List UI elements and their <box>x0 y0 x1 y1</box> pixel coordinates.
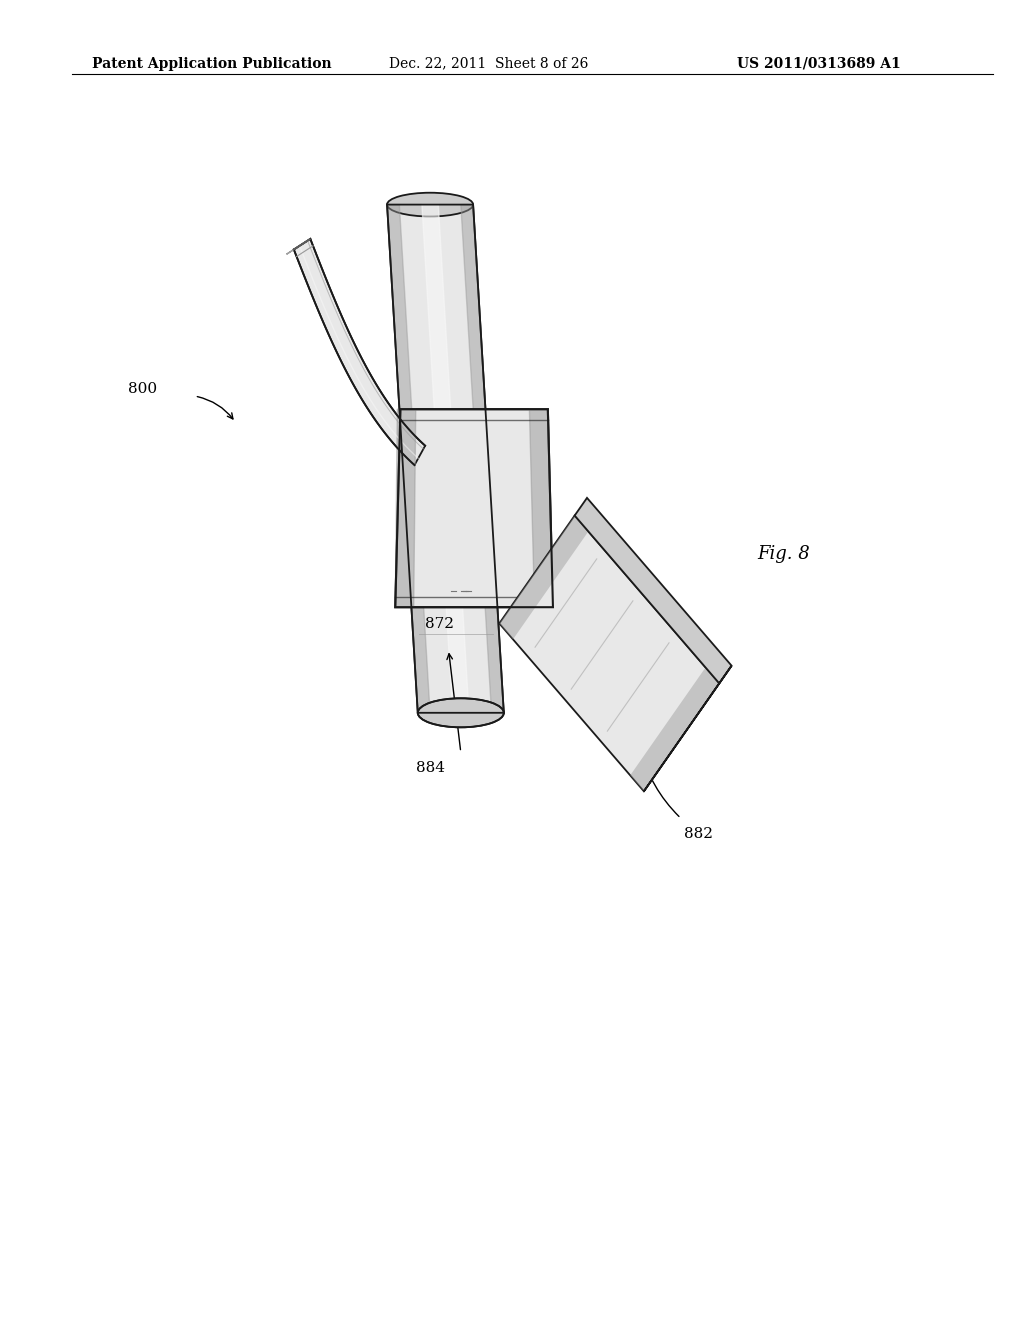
Polygon shape <box>287 239 310 255</box>
Polygon shape <box>461 205 504 713</box>
Polygon shape <box>529 409 553 607</box>
Polygon shape <box>395 409 416 607</box>
Polygon shape <box>395 409 553 607</box>
Polygon shape <box>644 665 731 791</box>
Text: Dec. 22, 2011  Sheet 8 of 26: Dec. 22, 2011 Sheet 8 of 26 <box>389 57 589 71</box>
Polygon shape <box>387 205 504 713</box>
Polygon shape <box>294 239 425 465</box>
Polygon shape <box>574 498 731 684</box>
Polygon shape <box>387 205 430 713</box>
Polygon shape <box>500 516 719 791</box>
Text: 800: 800 <box>128 383 157 396</box>
Text: Patent Application Publication: Patent Application Publication <box>92 57 332 71</box>
Polygon shape <box>500 516 589 639</box>
Ellipse shape <box>387 193 473 216</box>
Text: Fig. 8: Fig. 8 <box>758 545 811 564</box>
Polygon shape <box>630 668 719 791</box>
Polygon shape <box>422 205 469 713</box>
Text: 884: 884 <box>416 762 444 775</box>
Text: 882: 882 <box>684 828 713 841</box>
Text: US 2011/0313689 A1: US 2011/0313689 A1 <box>737 57 901 71</box>
Ellipse shape <box>418 698 504 727</box>
Text: 872: 872 <box>425 618 454 631</box>
